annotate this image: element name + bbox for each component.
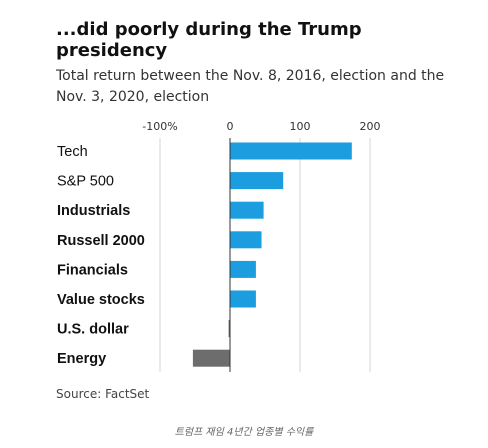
bar-energy [192, 349, 230, 367]
bar-sandp-500 [230, 172, 284, 190]
bar-u-s-dollar [228, 320, 230, 338]
chart-subtitle: Total return between the Nov. 8, 2016, e… [56, 68, 445, 105]
category-label-value-stocks: Value stocks [57, 292, 145, 308]
x-tick-label: 200 [360, 120, 381, 133]
x-axis-ticks: -100% 0 100 200 [142, 120, 380, 133]
category-label-financials: Financials [57, 262, 128, 278]
x-tick-label: 0 [227, 120, 234, 133]
category-label-tech: Tech [57, 144, 88, 160]
bar-value-stocks [230, 290, 256, 308]
image-caption: 트럼프 재임 4년간 업종별 수익률 [174, 427, 314, 438]
bars [192, 142, 352, 367]
bar-tech [230, 142, 352, 160]
x-tick-label: -100% [142, 120, 177, 133]
category-label-u-s-dollar: U.S. dollar [57, 322, 129, 338]
x-tick-label: 100 [290, 120, 311, 133]
category-label-energy: Energy [57, 351, 106, 367]
chart-title: ...did poorly during the Trump presidenc… [56, 19, 362, 61]
category-label-industrials: Industrials [57, 203, 130, 219]
category-labels: Tech S&P 500 Industrials Russell 2000 Financ… [57, 144, 145, 367]
source-note: Source: FactSet [56, 387, 150, 401]
grid-lines [159, 138, 371, 372]
bar-industrials [230, 201, 264, 219]
category-label-sandp-500: S&P 500 [57, 174, 114, 190]
category-label-russell-2000: Russell 2000 [57, 233, 145, 249]
bar-russell-2000 [230, 231, 262, 249]
bar-financials [230, 260, 256, 278]
bar-chart: -100% 0 100 200 Tech S&P 500 Industrials Russe… [57, 120, 381, 372]
